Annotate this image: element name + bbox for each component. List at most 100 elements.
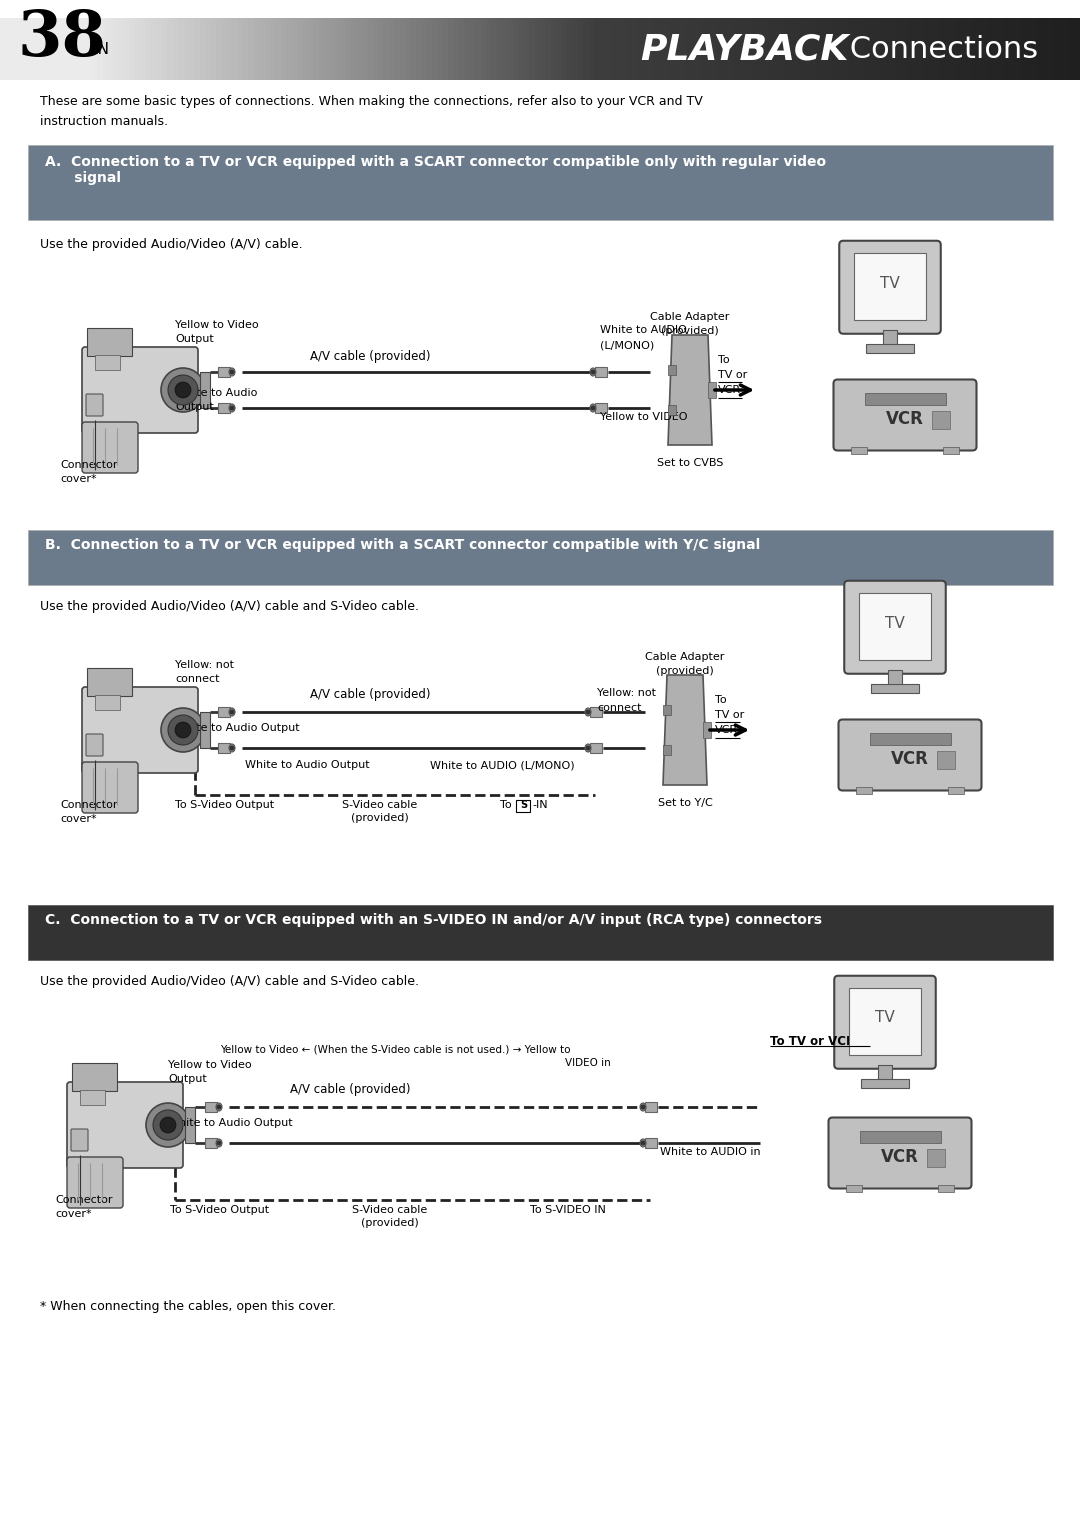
Text: White to Audio: White to Audio [175, 388, 257, 399]
Ellipse shape [590, 405, 596, 412]
Circle shape [153, 1110, 183, 1141]
Bar [616, 18, 621, 80]
Text: White to AUDIO: White to AUDIO [600, 325, 687, 336]
Bar [567, 18, 572, 80]
Bar [28, 904, 1053, 960]
Ellipse shape [229, 708, 235, 716]
Bar [605, 18, 610, 80]
Polygon shape [669, 336, 712, 445]
Bar [948, 786, 964, 794]
Bar [497, 18, 502, 80]
Bar [937, 751, 955, 768]
Bar [972, 18, 977, 80]
Bar [108, 18, 113, 80]
Text: A/V cable (provided): A/V cable (provided) [310, 688, 430, 701]
Text: TV: TV [875, 1010, 895, 1026]
Bar [918, 18, 923, 80]
Bar [27, 18, 32, 80]
Bar [729, 18, 734, 80]
Ellipse shape [590, 368, 596, 376]
Bar [1042, 18, 1048, 80]
Bar [5, 18, 11, 80]
FancyBboxPatch shape [828, 1118, 972, 1188]
Ellipse shape [216, 1104, 222, 1111]
Text: S-Video cable: S-Video cable [342, 800, 418, 809]
Bar [448, 18, 454, 80]
Text: cover*: cover* [60, 474, 96, 484]
Bar [680, 18, 686, 80]
Bar [383, 18, 389, 80]
Bar [432, 18, 437, 80]
Bar [524, 18, 529, 80]
Bar [248, 18, 254, 80]
Bar [95, 694, 120, 710]
Bar [1064, 18, 1069, 80]
Bar [194, 18, 200, 80]
FancyBboxPatch shape [82, 346, 198, 432]
Text: VIDEO in: VIDEO in [565, 1058, 611, 1069]
Text: White to Audio Output: White to Audio Output [168, 1118, 293, 1128]
Ellipse shape [229, 368, 235, 376]
FancyBboxPatch shape [82, 422, 138, 474]
Bar [888, 670, 902, 687]
Bar [481, 18, 486, 80]
Text: To: To [500, 800, 512, 809]
Bar [1075, 18, 1080, 80]
Bar [351, 18, 356, 80]
Ellipse shape [229, 744, 235, 753]
Circle shape [585, 710, 591, 714]
Bar [394, 18, 400, 80]
Bar [932, 411, 950, 429]
Text: Set to CVBS: Set to CVBS [657, 458, 724, 468]
Text: TV or: TV or [715, 710, 744, 721]
Bar [416, 18, 421, 80]
Bar [28, 146, 1053, 221]
Text: A/V cable (provided): A/V cable (provided) [310, 350, 430, 363]
Bar [205, 1102, 217, 1111]
Bar [1069, 18, 1075, 80]
Bar [151, 18, 157, 80]
Bar [724, 18, 729, 80]
Bar [218, 707, 230, 717]
Bar [254, 18, 259, 80]
Text: A/V cable (provided): A/V cable (provided) [289, 1082, 410, 1096]
Bar [864, 18, 869, 80]
Text: These are some basic types of connections. When making the connections, refer al: These are some basic types of connection… [40, 95, 703, 107]
Bar [740, 18, 745, 80]
Bar [1058, 18, 1064, 80]
Bar [856, 786, 873, 794]
Circle shape [160, 1118, 176, 1133]
Bar [475, 18, 481, 80]
FancyBboxPatch shape [834, 975, 935, 1069]
Bar [913, 18, 918, 80]
Bar [999, 18, 1004, 80]
Bar [653, 18, 659, 80]
Bar [103, 18, 108, 80]
Ellipse shape [216, 1139, 222, 1147]
Bar [421, 18, 427, 80]
Bar [891, 18, 896, 80]
Bar [859, 18, 864, 80]
Bar [464, 18, 470, 80]
Text: To: To [715, 694, 727, 705]
Text: connect: connect [175, 675, 219, 684]
Circle shape [216, 1141, 221, 1145]
Text: connect: connect [597, 704, 642, 713]
Text: Connector: Connector [60, 460, 118, 471]
Bar [669, 365, 676, 376]
Bar [184, 18, 189, 80]
Bar [994, 18, 999, 80]
Bar [459, 18, 464, 80]
Text: White to AUDIO (L/MONO): White to AUDIO (L/MONO) [430, 760, 575, 770]
Bar [927, 1148, 945, 1167]
Bar [572, 18, 578, 80]
Bar [707, 18, 713, 80]
Bar [788, 18, 794, 80]
Bar [664, 18, 670, 80]
Text: Yellow: not: Yellow: not [597, 688, 656, 698]
Text: White to AUDIO in: White to AUDIO in [660, 1147, 760, 1157]
Text: (provided): (provided) [657, 665, 714, 676]
Bar [65, 18, 70, 80]
Bar [872, 684, 919, 693]
Bar [880, 18, 886, 80]
